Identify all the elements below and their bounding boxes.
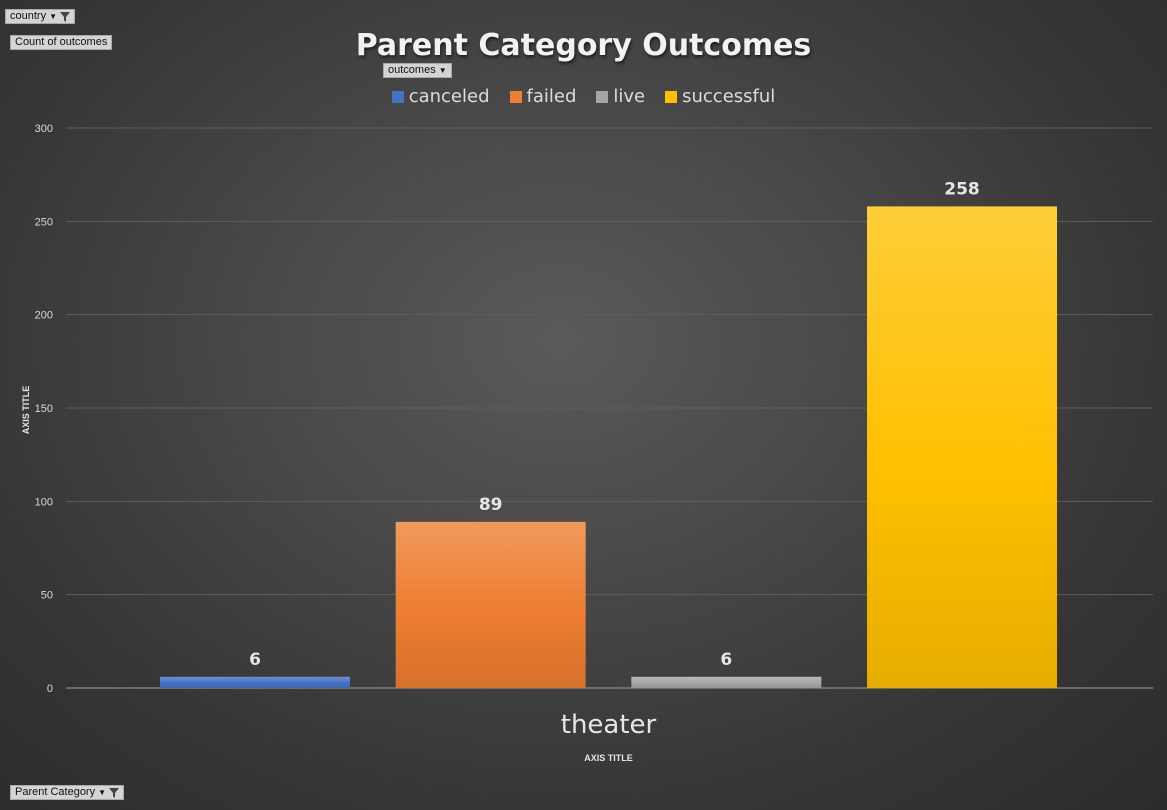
data-label-successful: 258 (944, 179, 980, 199)
data-label-live: 6 (720, 650, 732, 670)
legend-label: canceled (408, 86, 490, 107)
legend-swatch (596, 90, 609, 103)
legend-swatch (391, 90, 404, 103)
legend-item-successful[interactable]: successful (665, 86, 775, 107)
legend-label: live (613, 86, 646, 107)
bar-live[interactable] (631, 676, 822, 688)
y-tick-label: 250 (35, 216, 53, 228)
chart-legend: canceled failed live successful (0, 86, 1167, 107)
chevron-down-icon: ▼ (49, 11, 57, 21)
y-tick-label: 300 (35, 123, 53, 135)
legend-label: successful (682, 86, 776, 107)
value-field-label: Count of outcomes (15, 36, 108, 48)
y-tick-label: 50 (41, 590, 53, 602)
legend-label: failed (526, 86, 577, 107)
parent-category-label: Parent Category (15, 786, 96, 798)
y-tick-label: 200 (35, 310, 53, 322)
country-filter-label: country (10, 10, 47, 22)
country-filter-button[interactable]: country ▼ (5, 9, 75, 24)
bar-failed[interactable] (395, 521, 586, 688)
chevron-down-icon: ▼ (438, 65, 447, 75)
chart-title: Parent Category Outcomes (355, 28, 812, 63)
chevron-down-icon: ▼ (98, 787, 107, 797)
data-label-canceled: 6 (249, 650, 261, 670)
y-tick-label: 0 (47, 683, 53, 695)
value-field-button[interactable]: Count of outcomes (10, 35, 113, 50)
outcomes-field-label: outcomes (388, 64, 436, 76)
filter-funnel-icon (109, 787, 120, 798)
x-category-label: theater (560, 710, 657, 740)
y-tick-label: 150 (35, 403, 53, 415)
legend-swatch (509, 90, 522, 103)
legend-item-live[interactable]: live (596, 86, 645, 107)
y-tick-label: 100 (35, 496, 53, 508)
outcomes-legend-field-button[interactable]: outcomes ▼ (383, 63, 452, 78)
parent-category-axis-button[interactable]: Parent Category ▼ (10, 785, 125, 800)
legend-swatch (665, 90, 678, 103)
x-axis-title[interactable]: AXIS TITLE (584, 753, 633, 763)
legend-item-failed[interactable]: failed (509, 86, 577, 107)
bar-canceled[interactable] (160, 676, 350, 688)
legend-item-canceled[interactable]: canceled (391, 86, 490, 107)
bar-successful[interactable] (867, 206, 1058, 688)
data-label-failed: 89 (479, 495, 503, 515)
filter-funnel-icon (60, 11, 70, 22)
